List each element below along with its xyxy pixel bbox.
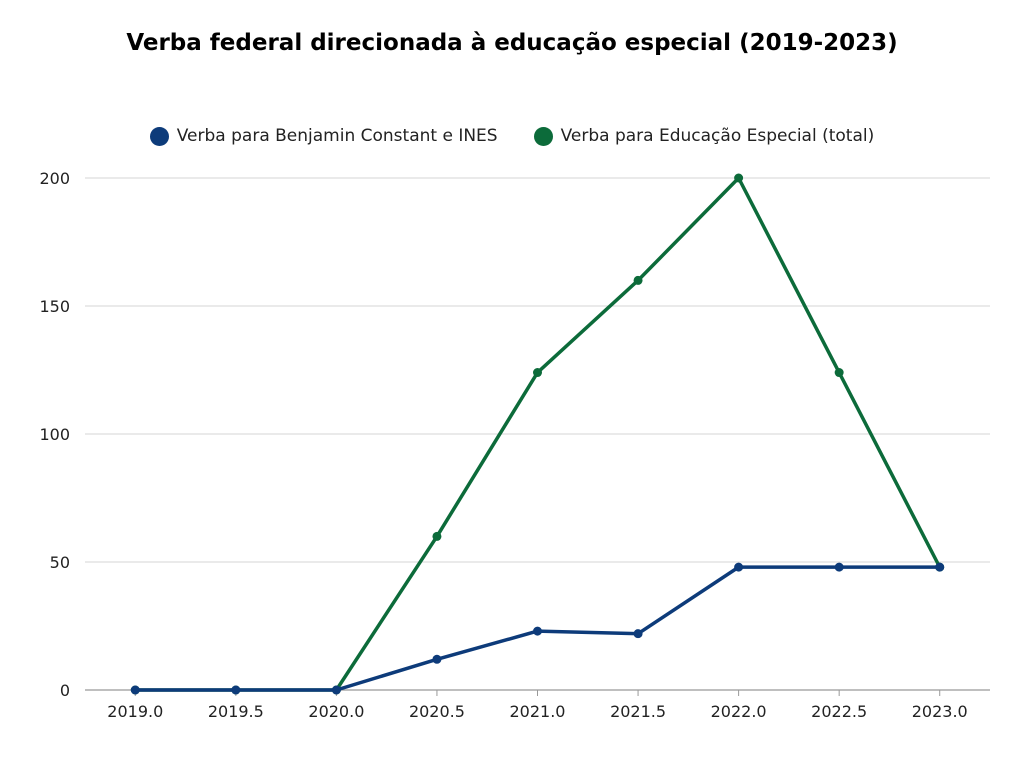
- x-tick-label-2: 2020.0: [308, 702, 364, 721]
- x-tick-label-1: 2019.5: [208, 702, 264, 721]
- chart-legend: Verba para Benjamin Constant e INES Verb…: [0, 126, 1024, 146]
- legend-label-benjamin-constant-ines: Verba para Benjamin Constant e INES: [176, 126, 498, 146]
- x-tick-label-5: 2021.5: [610, 702, 666, 721]
- y-tick-label-50: 50: [50, 553, 70, 572]
- chart-title: Verba federal direcionada à educação esp…: [126, 30, 898, 56]
- y-tick-label-150: 150: [39, 297, 70, 316]
- data-point-benjamin-constant-ines-8: [935, 562, 945, 572]
- legend-label-educacao-especial-total: Verba para Educação Especial (total): [560, 126, 875, 146]
- x-tick-label-8: 2023.0: [912, 702, 968, 721]
- legend-item-benjamin-constant-ines[interactable]: Verba para Benjamin Constant e INES: [149, 126, 498, 146]
- data-point-educacao-especial-total-6: [734, 173, 744, 183]
- data-point-educacao-especial-total-3: [432, 531, 442, 541]
- data-point-benjamin-constant-ines-1: [231, 685, 241, 695]
- x-tick-label-7: 2022.5: [811, 702, 867, 721]
- data-point-benjamin-constant-ines-4: [533, 626, 542, 636]
- data-point-benjamin-constant-ines-6: [734, 562, 744, 572]
- data-point-benjamin-constant-ines-0: [130, 685, 140, 695]
- legend-swatch-educacao-especial-total: [533, 126, 553, 146]
- legend-item-educacao-especial-total[interactable]: Verba para Educação Especial (total): [533, 126, 875, 146]
- data-point-benjamin-constant-ines-3: [432, 654, 442, 664]
- legend-swatch-benjamin-constant-ines: [149, 126, 169, 146]
- data-point-educacao-especial-total-4: [533, 368, 542, 378]
- x-tick-label-6: 2022.0: [711, 702, 767, 721]
- x-tick-label-3: 2020.5: [409, 702, 465, 721]
- data-point-educacao-especial-total-7: [834, 368, 844, 378]
- y-tick-label-200: 200: [39, 169, 70, 188]
- data-point-benjamin-constant-ines-7: [834, 562, 844, 572]
- data-point-benjamin-constant-ines-5: [633, 629, 643, 639]
- x-tick-label-0: 2019.0: [107, 702, 163, 721]
- x-tick-label-4: 2021.0: [510, 702, 566, 721]
- data-point-educacao-especial-total-5: [633, 275, 643, 285]
- data-point-benjamin-constant-ines-2: [331, 685, 341, 695]
- y-tick-label-0: 0: [60, 681, 70, 700]
- y-tick-label-100: 100: [39, 425, 70, 444]
